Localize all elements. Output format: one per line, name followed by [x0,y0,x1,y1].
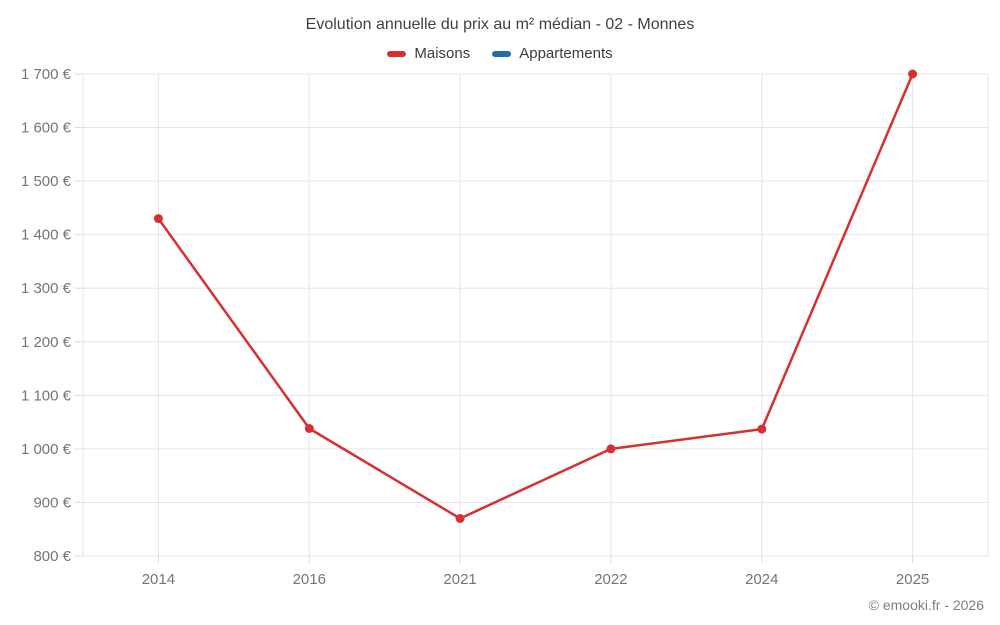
data-point-maisons[interactable] [153,214,163,224]
x-axis-label: 2014 [142,571,175,588]
y-axis-label: 1 200 € [21,334,72,351]
y-axis-label: 1 300 € [21,280,72,297]
chart-title: Evolution annuelle du prix au m² médian … [305,16,695,33]
data-point-maisons[interactable] [304,424,314,433]
data-point-maisons[interactable] [908,69,918,79]
data-point-maisons[interactable] [606,444,616,454]
x-axis-label: 2024 [745,571,778,588]
y-axis-label: 1 600 € [21,120,72,137]
y-axis-label: 1 700 € [21,66,72,83]
legend: Maisons Appartements [0,45,1000,62]
data-point-maisons[interactable] [757,424,767,434]
y-axis-label: 1 100 € [21,387,72,404]
legend-label-appartements: Appartements [519,45,613,62]
x-axis-label: 2016 [293,571,326,588]
legend-item-appartements[interactable]: Appartements [492,45,613,62]
series-line-maisons [157,72,914,520]
x-axis-label: 2025 [896,571,929,588]
legend-label-maisons: Maisons [414,45,471,62]
y-axis-label: 900 € [33,494,71,511]
appartements-swatch-icon [492,50,512,57]
y-axis-label: 1 500 € [21,173,72,190]
y-axis-label: 1 000 € [21,441,72,458]
copyright-text: © emooki.fr - 2026 [868,597,984,613]
y-axis-label: 800 € [33,548,71,565]
legend-item-maisons[interactable]: Maisons [387,45,470,62]
maisons-swatch-icon [387,50,407,57]
data-point-maisons[interactable] [455,514,465,523]
y-axis-label: 1 400 € [21,227,72,244]
x-axis-label: 2021 [443,571,476,588]
x-axis-label: 2022 [594,571,627,588]
